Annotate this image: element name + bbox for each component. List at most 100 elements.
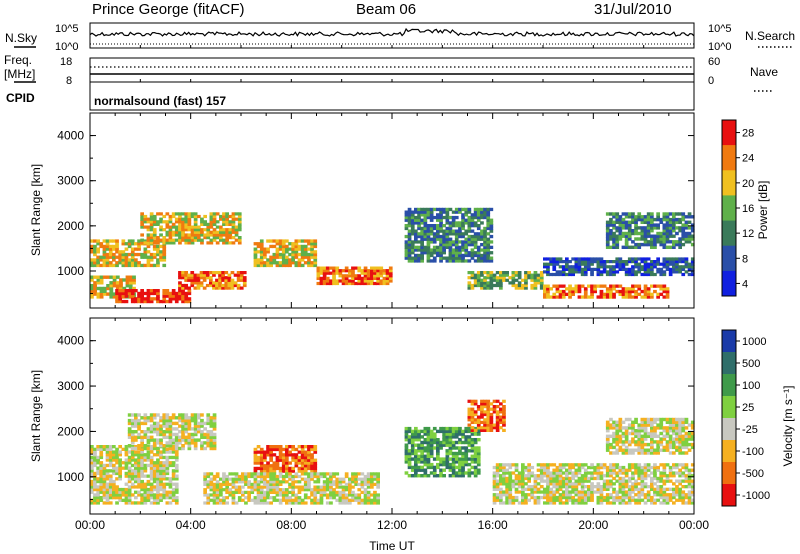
- data-cell: [643, 229, 648, 233]
- data-cell: [502, 273, 506, 277]
- data-cell: [621, 479, 626, 483]
- data-cell: [344, 488, 349, 492]
- data-cell: [253, 247, 258, 251]
- data-cell: [684, 223, 689, 227]
- data-cell: [149, 493, 154, 497]
- data-cell: [458, 256, 462, 260]
- data-cell: [631, 498, 635, 502]
- data-cell: [637, 284, 642, 288]
- data-cell: [470, 420, 475, 424]
- data-cell: [237, 488, 242, 492]
- data-cell: [137, 444, 141, 448]
- data-cell: [605, 479, 610, 483]
- data-cell: [219, 490, 223, 494]
- data-cell: [631, 476, 635, 481]
- data-cell: [291, 252, 295, 257]
- data-cell: [171, 498, 176, 502]
- data-cell: [159, 427, 163, 431]
- data-cell: [263, 498, 267, 502]
- data-cell: [197, 230, 201, 234]
- data-cell: [115, 286, 120, 291]
- data-cell: [193, 413, 198, 417]
- data-cell: [187, 212, 192, 216]
- data-cell: [128, 275, 133, 279]
- data-cell: [174, 421, 179, 426]
- data-cell: [307, 258, 311, 262]
- data-cell: [445, 237, 450, 241]
- data-cell: [476, 251, 481, 255]
- data-cell: [640, 485, 645, 489]
- data-cell: [486, 415, 491, 419]
- data-cell: [473, 237, 478, 241]
- data-cell: [687, 474, 692, 478]
- data-cell: [681, 501, 686, 505]
- data-cell: [168, 461, 173, 465]
- data-cell: [297, 498, 302, 502]
- data-cell: [102, 252, 107, 257]
- cpid-text: normalsound (fast) 157: [94, 94, 226, 108]
- data-cell: [105, 487, 110, 492]
- data-cell: [448, 426, 453, 431]
- data-cell: [222, 477, 226, 481]
- data-cell: [476, 432, 481, 436]
- data-cell: [203, 482, 207, 486]
- data-cell: [577, 501, 582, 505]
- data-cell: [646, 229, 651, 233]
- data-cell: [146, 445, 151, 449]
- data-cell: [524, 465, 528, 470]
- data-cell: [502, 465, 506, 470]
- data-cell: [184, 413, 189, 417]
- data-cell: [420, 259, 424, 263]
- data-cell: [627, 270, 632, 274]
- data-cell: [439, 234, 443, 239]
- data-cell: [439, 468, 443, 472]
- data-cell: [480, 229, 484, 233]
- data-cell: [379, 269, 384, 273]
- data-cell: [281, 464, 286, 468]
- data-cell: [577, 479, 582, 483]
- data-cell: [672, 495, 676, 500]
- data-cell: [476, 283, 481, 288]
- data-cell: [476, 423, 481, 427]
- data-cell: [599, 260, 604, 264]
- data-cell: [492, 407, 497, 411]
- data-cell: [650, 215, 654, 219]
- data-cell: [278, 247, 283, 251]
- data-cell: [137, 485, 141, 489]
- data-cell: [426, 460, 431, 464]
- data-cell: [360, 271, 365, 275]
- data-cell: [253, 447, 258, 452]
- data-cell: [609, 474, 613, 478]
- data-cell: [646, 262, 651, 266]
- data-cell: [423, 210, 428, 214]
- data-cell: [451, 253, 456, 258]
- data-cell: [672, 257, 676, 261]
- data-cell: [448, 253, 453, 258]
- data-cell: [615, 212, 620, 216]
- data-cell: [266, 263, 270, 268]
- data-cell: [605, 260, 610, 264]
- data-cell: [426, 435, 431, 439]
- data-cell: [230, 281, 235, 285]
- data-cell: [159, 217, 163, 221]
- data-cell: [206, 444, 211, 448]
- data-cell: [536, 501, 541, 505]
- data-cell: [310, 261, 314, 265]
- data-cell: [370, 498, 374, 502]
- data-cell: [426, 465, 431, 470]
- data-cell: [285, 247, 289, 251]
- data-cell: [461, 462, 465, 467]
- data-cell: [524, 487, 528, 491]
- data-cell: [624, 287, 629, 291]
- data-cell: [288, 482, 292, 486]
- data-cell: [149, 424, 154, 428]
- data-cell: [146, 261, 151, 265]
- data-cell: [263, 252, 267, 257]
- data-cell: [316, 474, 321, 479]
- data-cell: [96, 485, 100, 489]
- data-cell: [294, 453, 299, 457]
- data-cell: [143, 416, 148, 420]
- data-cell: [420, 457, 424, 461]
- data-cell: [209, 446, 214, 451]
- data-cell: [146, 416, 151, 420]
